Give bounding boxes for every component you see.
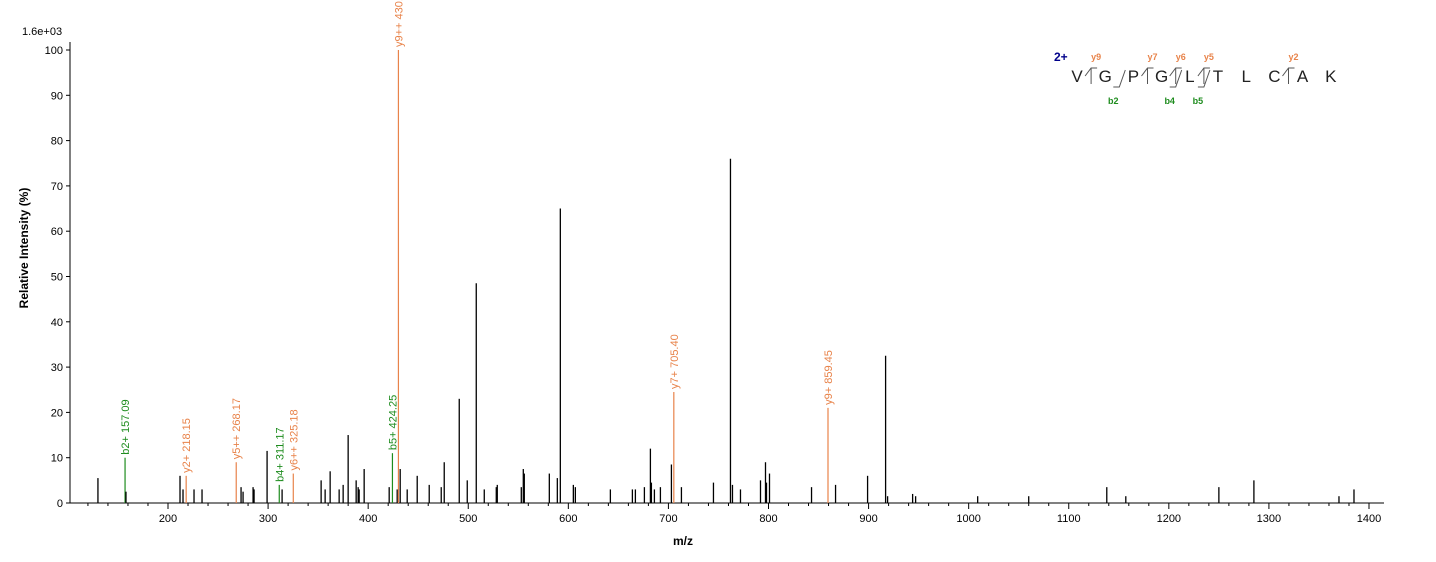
- ion-label-y: y2+ 218.15: [181, 418, 193, 473]
- ion-label-b: b4+ 311.17: [274, 427, 286, 482]
- b-fragment-label: b5: [1193, 96, 1204, 106]
- residue: K: [1325, 67, 1337, 86]
- x-tick-label: 1400: [1357, 513, 1381, 525]
- residue: C: [1268, 67, 1280, 86]
- y-tick-label: 50: [51, 272, 63, 284]
- y-tick-label: 90: [51, 90, 63, 102]
- ion-label-b: b5+ 424.25: [387, 395, 399, 450]
- axis-ticks: 0 10 20 30 40 50 60 70 80 90 100 200 300 400 500 600 700…: [45, 45, 1382, 525]
- peak-bars: [97, 50, 1355, 503]
- ion-label-y: y6++ 325.18: [288, 409, 300, 470]
- ion-label-y: y9++ 430.23: [393, 0, 405, 47]
- y-fragment-label: y2: [1288, 52, 1298, 62]
- ion-label-y: y7+ 705.40: [669, 334, 681, 389]
- y-fragment-label: y6: [1176, 52, 1186, 62]
- x-tick-label: 1200: [1157, 513, 1181, 525]
- residue: G: [1099, 67, 1112, 86]
- charge-state: 2+: [1054, 50, 1068, 64]
- ion-labels: b2+ 157.09 y2+ 218.15 y5++ 268.17 b4+ 311.1…: [120, 0, 835, 482]
- b-fragment-mark: [1169, 69, 1183, 88]
- y-axis-title: Relative Intensity (%): [17, 188, 31, 309]
- y-fragment-label: y9: [1091, 52, 1101, 62]
- x-tick-label: 1300: [1257, 513, 1281, 525]
- residue: A: [1297, 67, 1309, 86]
- b-fragment-label: b4: [1164, 96, 1175, 106]
- x-tick-label: 1100: [1057, 513, 1081, 525]
- x-tick-label: 500: [459, 513, 477, 525]
- y-tick-label: 100: [45, 45, 63, 57]
- x-tick-label: 600: [559, 513, 577, 525]
- residue: G: [1155, 67, 1168, 86]
- b-fragment-label: b2: [1108, 96, 1119, 106]
- ion-label-b: b2+ 157.09: [120, 399, 132, 454]
- ion-label-y: y5++ 268.17: [231, 398, 243, 459]
- x-tick-label: 200: [159, 513, 177, 525]
- residue: L: [1185, 67, 1194, 86]
- y-fragment-label: y7: [1147, 52, 1157, 62]
- y-tick-label: 20: [51, 407, 63, 419]
- y-tick-label: 30: [51, 362, 63, 374]
- x-tick-label: 700: [659, 513, 677, 525]
- residue: V: [1071, 67, 1083, 86]
- x-tick-label: 800: [759, 513, 777, 525]
- plot-frame: [69, 42, 1384, 504]
- intensity-scale-label: 1.6e+03: [22, 26, 62, 38]
- residue: P: [1128, 67, 1139, 86]
- ion-label-y: y9+ 859.45: [823, 350, 835, 405]
- y-fragment-label: y5: [1204, 52, 1214, 62]
- x-axis-title: m/z: [673, 534, 693, 548]
- x-tick-label: 1000: [956, 513, 980, 525]
- residue: T: [1213, 67, 1223, 86]
- residue: L: [1241, 67, 1250, 86]
- y-tick-label: 10: [51, 453, 63, 465]
- y-tick-label: 40: [51, 317, 63, 329]
- b-fragment-mark: [1113, 69, 1126, 88]
- x-tick-label: 300: [259, 513, 277, 525]
- y-tick-label: 70: [51, 181, 63, 193]
- y-tick-label: 80: [51, 136, 63, 148]
- x-tick-label: 900: [859, 513, 877, 525]
- y-tick-label: 0: [57, 498, 63, 510]
- b-fragment-mark: [1197, 69, 1211, 88]
- x-tick-label: 400: [359, 513, 377, 525]
- y-tick-label: 60: [51, 226, 63, 238]
